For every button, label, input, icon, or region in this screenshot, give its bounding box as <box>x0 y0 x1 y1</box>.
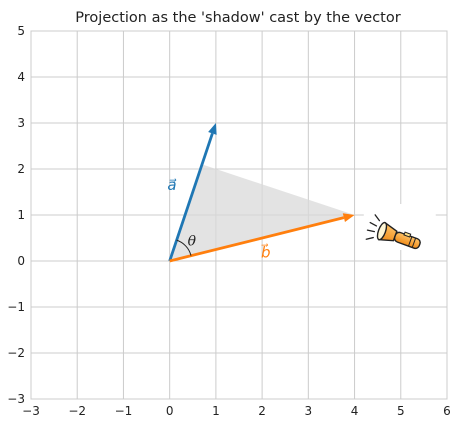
y-tick-label: 2 <box>17 162 25 176</box>
x-tick-label: −3 <box>22 404 40 418</box>
flashlight-band <box>407 236 413 247</box>
y-tick-label: −3 <box>7 392 25 406</box>
axis-ticks: −3 −2 −1 0 1 2 3 4 5 6 −3 −2 −1 0 1 2 3 4 5 <box>7 24 451 418</box>
y-tick-label: 1 <box>17 208 25 222</box>
x-tick-label: 4 <box>351 404 359 418</box>
x-tick-label: 1 <box>212 404 220 418</box>
y-tick-label: −1 <box>7 300 25 314</box>
flashlight-ray <box>369 221 378 227</box>
y-tick-label: 5 <box>17 24 25 38</box>
flashlight-ray <box>374 214 381 222</box>
x-tick-label: 3 <box>305 404 313 418</box>
flashlight-band <box>411 237 417 248</box>
vector-b-label: b⃗ <box>261 243 271 262</box>
flashlight-lens <box>376 221 388 241</box>
vector-a-label: a⃗ <box>167 176 176 194</box>
plot-area: a⃗ b⃗ θ <box>30 30 448 400</box>
x-tick-label: −2 <box>68 404 86 418</box>
x-tick-label: 0 <box>166 404 174 418</box>
vector-b-shaft <box>169 216 345 263</box>
flashlight-rays <box>365 214 381 240</box>
x-tick-label: 2 <box>258 404 266 418</box>
projection-shadow <box>169 164 355 261</box>
y-tick-label: 0 <box>17 254 25 268</box>
flashlight-icon <box>363 204 436 250</box>
x-tick-label: −1 <box>115 404 133 418</box>
y-tick-label: 3 <box>17 116 25 130</box>
x-tick-label: 6 <box>443 404 451 418</box>
flashlight-ray <box>365 236 374 240</box>
flashlight-ray <box>366 229 376 233</box>
chart-title: Projection as the 'shadow' cast by the v… <box>75 10 400 26</box>
plot-frame <box>30 30 448 400</box>
y-tick-label: 4 <box>17 70 25 84</box>
x-tick-label: 5 <box>397 404 405 418</box>
angle-arc <box>176 239 192 256</box>
y-tick-label: −2 <box>7 346 25 360</box>
flashlight-switch <box>403 231 412 238</box>
angle-theta-label: θ <box>188 234 197 250</box>
vector-a-head <box>208 123 217 135</box>
vector-b-head <box>342 213 355 223</box>
